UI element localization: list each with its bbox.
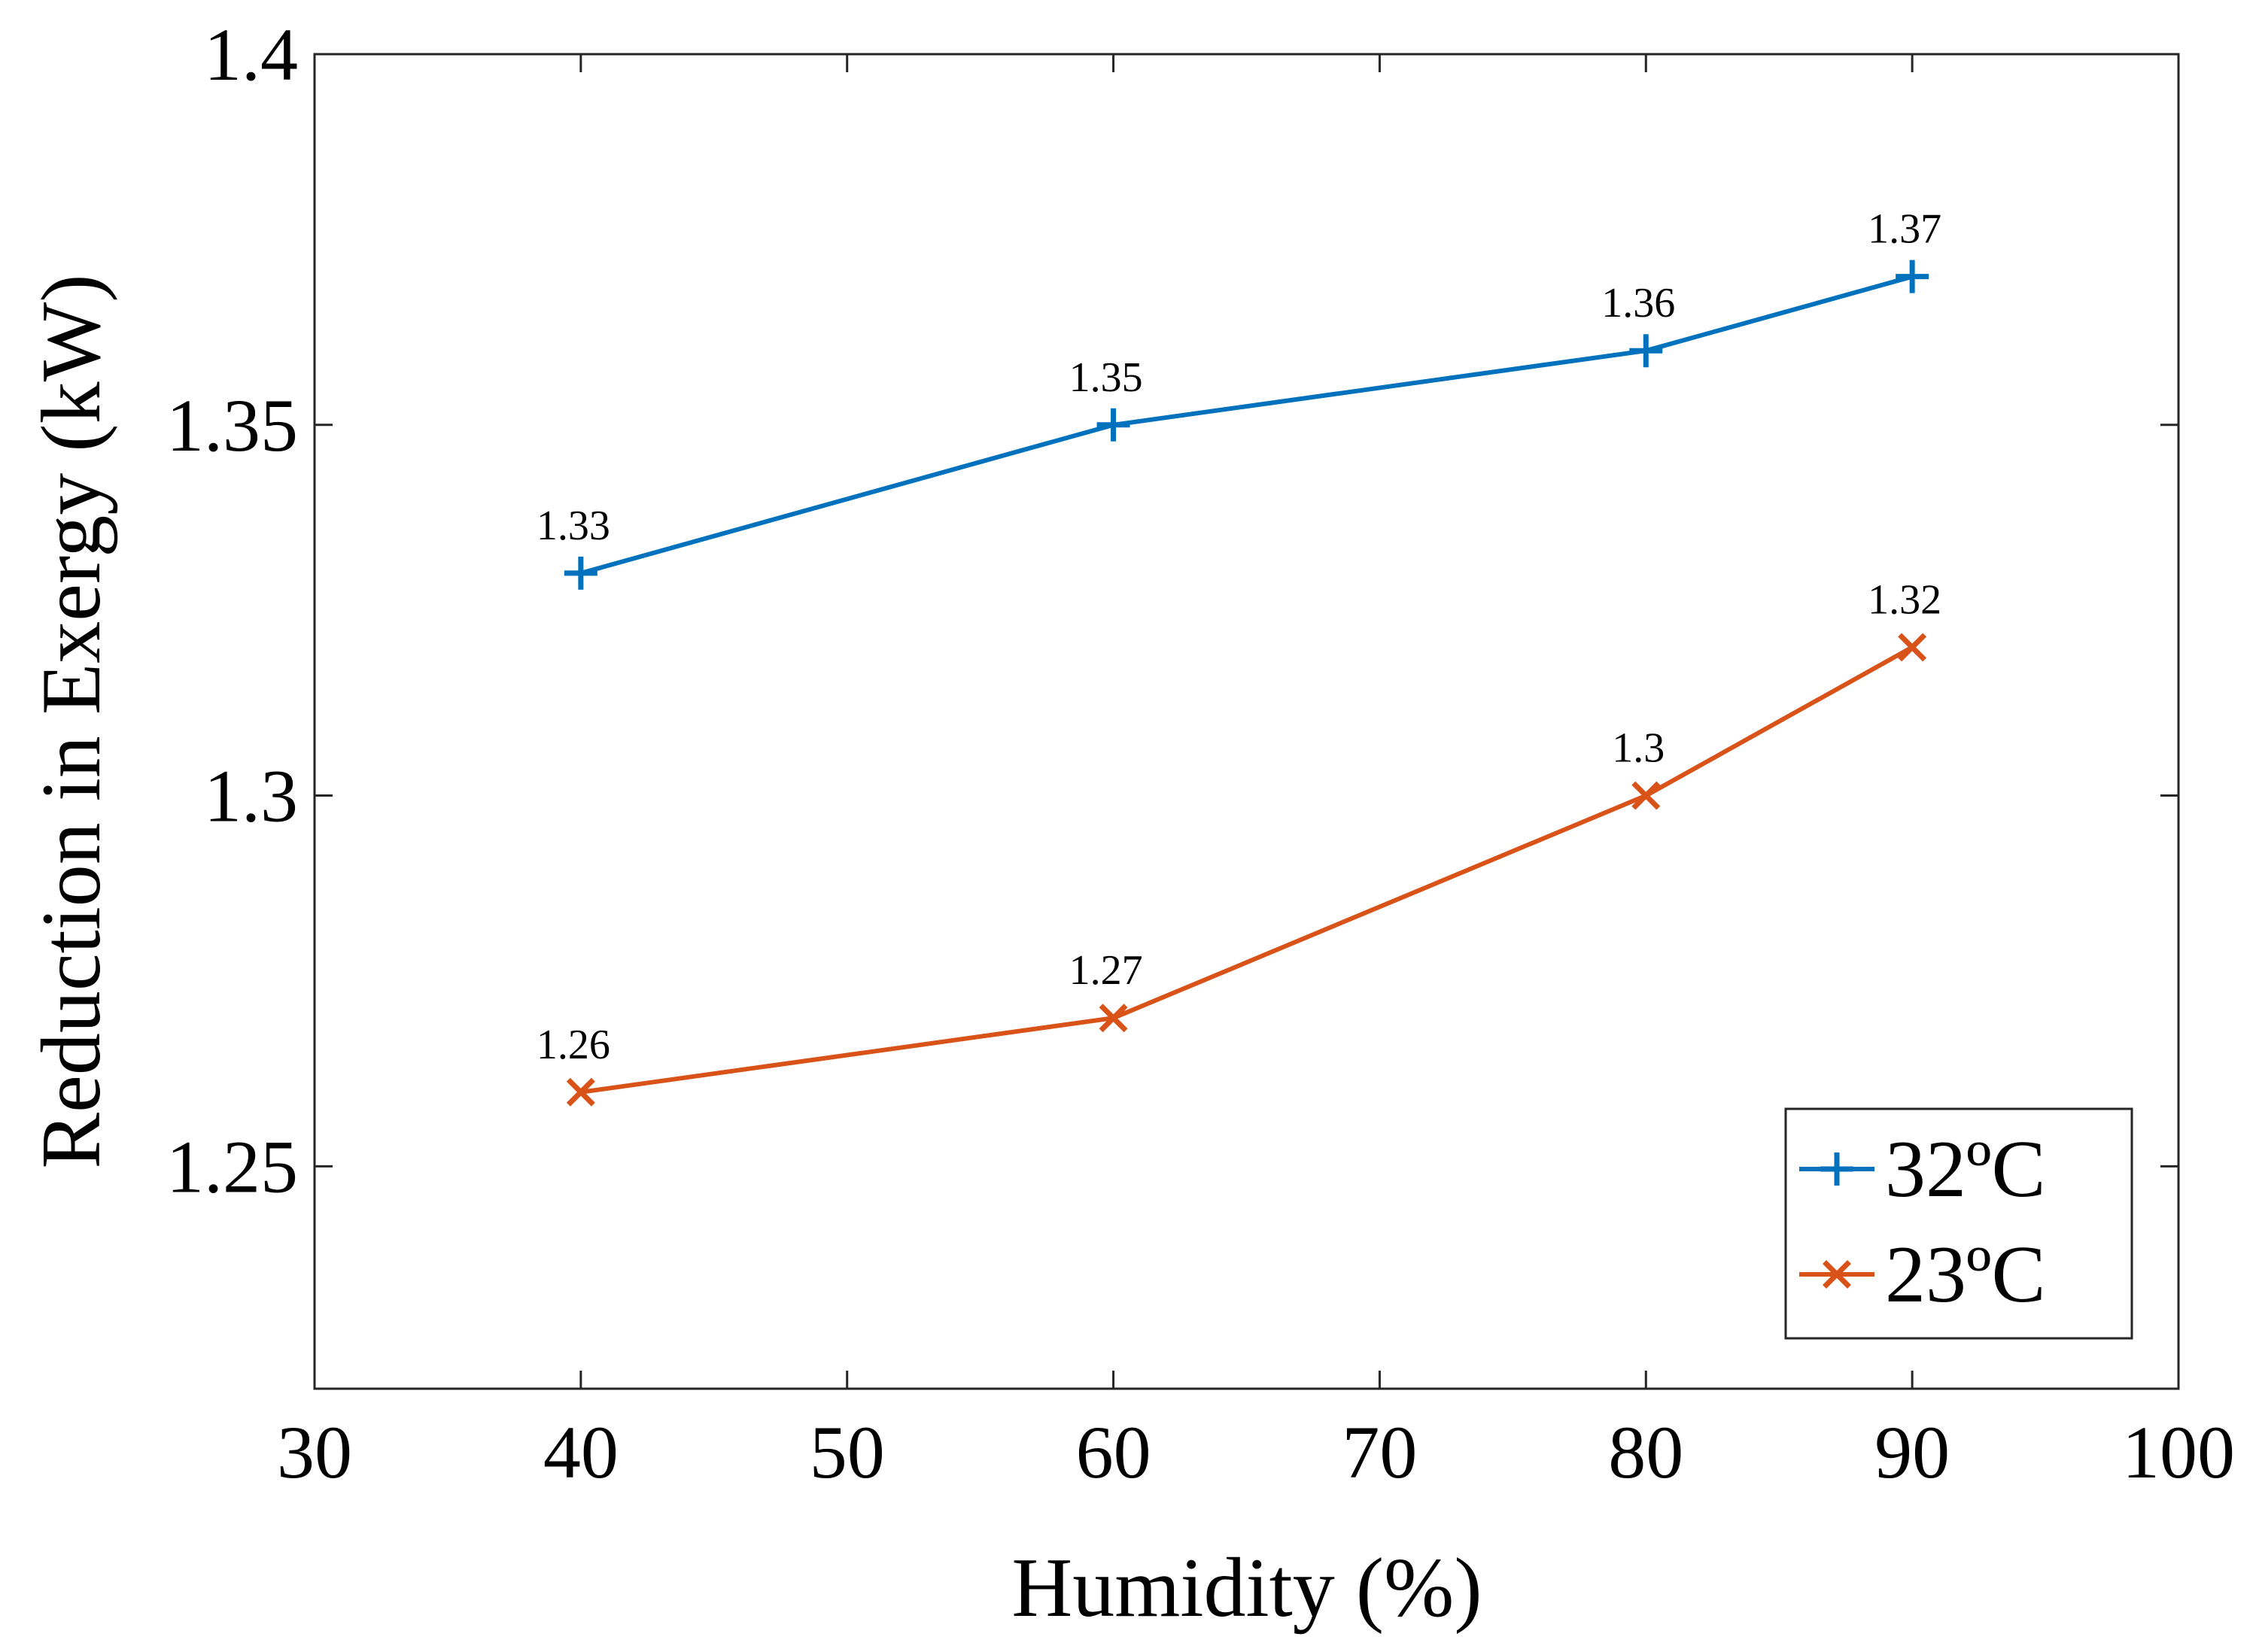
legend-marker	[1823, 1260, 1851, 1289]
series-line-2	[580, 645, 1914, 1095]
data-label: 1.37	[1868, 206, 1941, 253]
x-tick-label: 80	[1608, 1411, 1683, 1494]
data-point-marker-stroke	[566, 1077, 595, 1107]
series-lines	[564, 260, 1929, 1107]
data-point-marker-stroke	[1898, 633, 1927, 662]
x-tick-label: 70	[1342, 1411, 1417, 1494]
y-axis-title: Reduction in Exergy (kW)	[25, 274, 118, 1168]
data-label: 1.32	[1868, 576, 1941, 623]
axis-ticks: 30 40 50 60 70 80 90 100 1.25 1.3 1.35 1.4	[166, 13, 2235, 1494]
data-point-marker-stroke	[1631, 781, 1661, 810]
data-point-marker	[1629, 334, 1663, 368]
data-label: 1.3	[1612, 725, 1665, 772]
data-point-marker	[1099, 1004, 1128, 1033]
plot-frame	[313, 53, 2180, 1390]
y-tick-label: 1.35	[166, 384, 298, 467]
data-label: 1.27	[1069, 947, 1143, 994]
x-tick-label: 100	[2122, 1411, 2235, 1494]
data-label: 1.26	[537, 1022, 610, 1068]
legend-label: 32ºC	[1885, 1125, 2046, 1214]
x-axis-title: Humidity (%)	[1011, 1541, 1482, 1635]
legend-label: 23ºC	[1885, 1230, 2046, 1319]
x-tick-label: 90	[1874, 1411, 1950, 1494]
data-label: 1.35	[1069, 354, 1143, 401]
data-point-marker	[566, 1077, 595, 1107]
data-labels: 1.33 1.35 1.36 1.37 1.26 1.27 1.3 1.32	[537, 206, 1941, 1068]
x-tick-label: 50	[810, 1411, 885, 1494]
y-tick-label: 1.3	[204, 755, 298, 838]
x-tick-label: 30	[277, 1411, 352, 1494]
data-label: 1.36	[1601, 280, 1675, 326]
legend-marker-stroke	[1823, 1260, 1851, 1289]
legend-marker	[1820, 1152, 1853, 1186]
data-point-marker	[1631, 781, 1661, 810]
legend: 32ºC 23ºC	[1784, 1107, 2133, 1340]
data-point-marker-stroke	[1099, 1004, 1128, 1033]
legend-box	[1784, 1107, 2133, 1340]
data-point-marker	[1896, 260, 1929, 293]
data-point-marker	[564, 556, 597, 590]
x-tick-label: 40	[543, 1411, 619, 1494]
series-line-1	[580, 274, 1913, 575]
y-tick-label: 1.25	[166, 1125, 298, 1208]
data-point-marker	[1898, 633, 1927, 662]
x-tick-label: 60	[1076, 1411, 1151, 1494]
data-point-marker	[1096, 408, 1130, 442]
y-tick-label: 1.4	[204, 13, 298, 96]
data-label: 1.33	[537, 503, 610, 549]
